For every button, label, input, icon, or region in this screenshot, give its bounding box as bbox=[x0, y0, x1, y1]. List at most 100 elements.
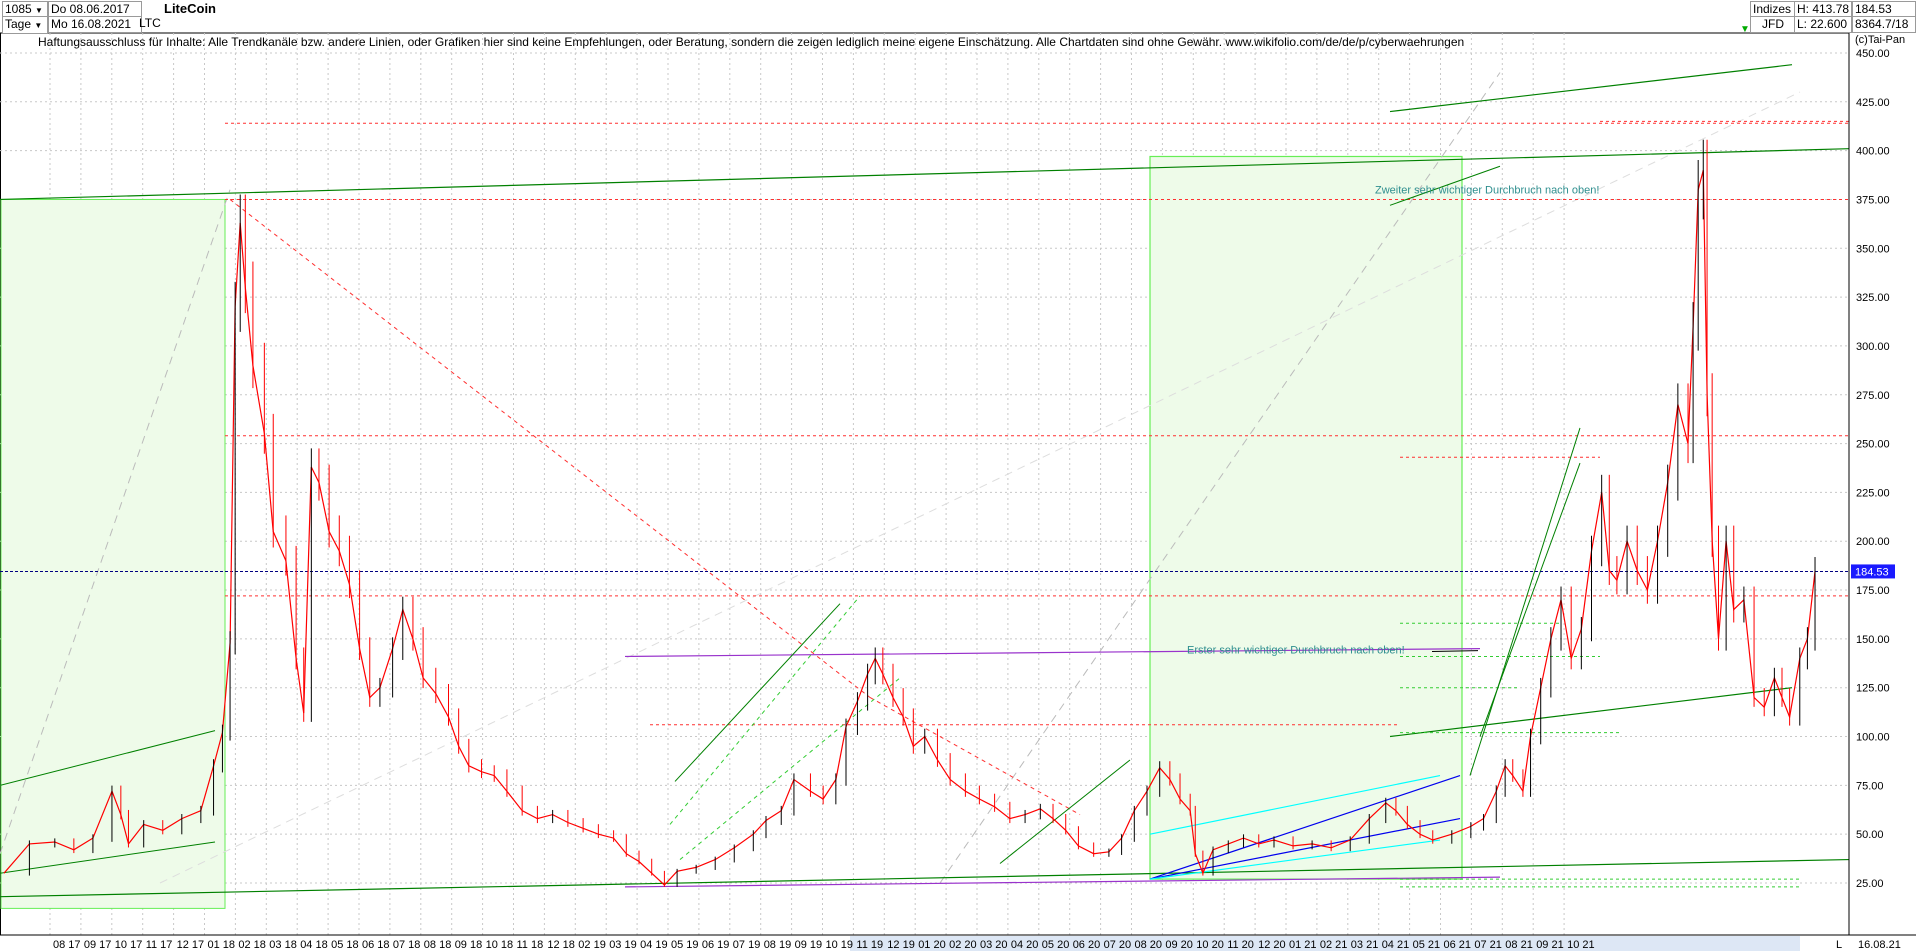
source-label: JFD bbox=[1750, 16, 1796, 33]
symbol-label: LTC bbox=[139, 16, 161, 30]
x-tick-label: 10 18 bbox=[486, 939, 514, 951]
lower-channel bbox=[1389, 687, 1793, 738]
x-axis: 08 17 09 17 10 17 11 17 12 17 01 18 02 18 03 18… bbox=[0, 934, 1916, 951]
x-tick-label: 07 18 bbox=[393, 939, 421, 951]
x-tick-label: 07 20 bbox=[1104, 939, 1132, 951]
count-select[interactable]: 1085 ▼ bbox=[2, 1, 48, 19]
start-date-field[interactable]: Do 08.06.2017 bbox=[48, 1, 142, 18]
y-tick-label: 375.00 bbox=[1856, 194, 1890, 206]
y-tick-label: 450.00 bbox=[1856, 48, 1890, 60]
scale-mode-label: L bbox=[1836, 939, 1842, 951]
x-tick-label: 06 18 bbox=[362, 939, 390, 951]
disclaimer-text: Haftungsausschluss für Inhalte: Alle Tre… bbox=[38, 35, 1465, 49]
purple-support bbox=[624, 876, 1501, 888]
early-channel-bottom bbox=[0, 841, 216, 874]
annotation-second-breakout: Zweiter sehr wichtiger Durchbruch nach o… bbox=[1375, 185, 1599, 197]
x-tick-label: 08 21 bbox=[1505, 939, 1533, 951]
x-tick-label: 04 21 bbox=[1382, 939, 1410, 951]
x-tick-label: 08 18 bbox=[424, 939, 452, 951]
x-tick-label: 02 18 bbox=[238, 939, 266, 951]
local-uptrend bbox=[1389, 165, 1501, 206]
annotation-arrow bbox=[1431, 650, 1479, 652]
x-tick-label: 04 20 bbox=[1011, 939, 1039, 951]
chart-title: LiteCoin bbox=[164, 1, 216, 16]
upper-channel bbox=[1389, 64, 1793, 113]
y-tick-label: 100.00 bbox=[1856, 732, 1890, 744]
channel-zone bbox=[0, 198, 226, 909]
x-tick-label: 04 19 bbox=[640, 939, 668, 951]
x-tick-label: 07 21 bbox=[1474, 939, 1502, 951]
y-tick-label: 150.00 bbox=[1856, 634, 1890, 646]
x-tick-label: 08 19 bbox=[764, 939, 792, 951]
early-channel-top bbox=[0, 730, 216, 786]
current-price-value: 184.53 bbox=[1855, 566, 1889, 578]
y-axis: 25.00 50.00 75.00 100.00 125.00 150.00 175.00 2… bbox=[1848, 33, 1895, 935]
end-date-field[interactable]: Mo 16.08.2021 bbox=[48, 16, 142, 33]
x-tick-label: 05 20 bbox=[1042, 939, 1070, 951]
support-diagonal bbox=[159, 91, 1801, 884]
long-term-resistance bbox=[0, 148, 1850, 201]
y-tick-label: 25.00 bbox=[1856, 878, 1884, 890]
cyan-channel-bottom bbox=[1149, 839, 1441, 880]
price-series-line bbox=[3, 170, 1816, 886]
y-tick-label: 400.00 bbox=[1856, 146, 1890, 158]
green-dotted-trend bbox=[669, 595, 861, 825]
x-tick-label: 01 21 bbox=[1289, 939, 1317, 951]
footer-end-date: 16.08.21 bbox=[1858, 939, 1901, 951]
x-tick-label: 06 20 bbox=[1073, 939, 1101, 951]
period-value: Tage bbox=[5, 17, 32, 31]
plot-border bbox=[0, 32, 1850, 936]
downtrend-line bbox=[229, 199, 871, 698]
x-tick-label: 12 17 bbox=[177, 939, 205, 951]
x-tick-label: 09 17 bbox=[84, 939, 112, 951]
y-tick-label: 250.00 bbox=[1856, 439, 1890, 451]
x-tick-label: 07 19 bbox=[733, 939, 761, 951]
x-tick-label: 10 17 bbox=[115, 939, 143, 951]
x-tick-label: 05 18 bbox=[331, 939, 359, 951]
x-tick-label: 12 19 bbox=[887, 939, 915, 951]
x-tick-label: 10 20 bbox=[1196, 939, 1224, 951]
chart-grid bbox=[0, 32, 1850, 936]
x-tick-label: 01 20 bbox=[918, 939, 946, 951]
x-tick-label: 12 20 bbox=[1258, 939, 1286, 951]
current-price-badge bbox=[1851, 564, 1895, 579]
chart-toolbar: 1085 ▼ Tage ▼ Do 08.06.2017 Mo 16.08.202… bbox=[0, 0, 1916, 46]
local-uptrend bbox=[999, 759, 1131, 864]
x-tick-label: 09 18 bbox=[455, 939, 483, 951]
x-tick-label: 11 17 bbox=[146, 939, 173, 951]
x-tick-label: 11 18 bbox=[517, 939, 544, 951]
y-tick-label: 325.00 bbox=[1856, 292, 1890, 304]
period-select[interactable]: Tage ▼ bbox=[2, 16, 48, 34]
local-uptrend bbox=[674, 603, 841, 782]
x-tick-label: 03 19 bbox=[609, 939, 637, 951]
x-tick-label: 01 18 bbox=[208, 939, 236, 951]
x-tick-label: 08 20 bbox=[1135, 939, 1163, 951]
x-tick-label: 08 17 bbox=[53, 939, 81, 951]
local-uptrend bbox=[1479, 462, 1581, 737]
y-tick-label: 425.00 bbox=[1856, 97, 1890, 109]
price-readout: 184.53 bbox=[1852, 1, 1916, 18]
y-tick-label: 125.00 bbox=[1856, 683, 1890, 695]
x-tick-label: 10 19 bbox=[826, 939, 854, 951]
x-tick-label: 06 21 bbox=[1444, 939, 1472, 951]
x-tick-label: 04 18 bbox=[300, 939, 328, 951]
support-diagonal bbox=[0, 189, 231, 854]
annotation-first-breakout: Erster sehr wichtiger Durchbruch nach ob… bbox=[1187, 644, 1405, 656]
x-tick-label: 11 20 bbox=[1227, 939, 1254, 951]
trend-lines: Erster sehr wichtiger Durchbruch nach ob… bbox=[0, 64, 1850, 898]
x-axis-band bbox=[850, 936, 1800, 951]
purple-resistance bbox=[624, 648, 1481, 658]
y-tick-label: 275.00 bbox=[1856, 390, 1890, 402]
support-diagonal bbox=[939, 72, 1501, 884]
breakout-zone bbox=[1149, 155, 1463, 880]
cyan-channel-top bbox=[1149, 774, 1441, 835]
x-tick-label: 12 18 bbox=[547, 939, 575, 951]
x-tick-label: 03 21 bbox=[1351, 939, 1379, 951]
x-tick-label: 09 20 bbox=[1165, 939, 1193, 951]
long-term-support bbox=[0, 858, 1850, 898]
x-tick-label: 09 19 bbox=[795, 939, 823, 951]
x-tick-label: 06 19 bbox=[702, 939, 730, 951]
downtrend-line bbox=[869, 697, 1081, 816]
low-label: L: 22.600 bbox=[1794, 16, 1852, 33]
